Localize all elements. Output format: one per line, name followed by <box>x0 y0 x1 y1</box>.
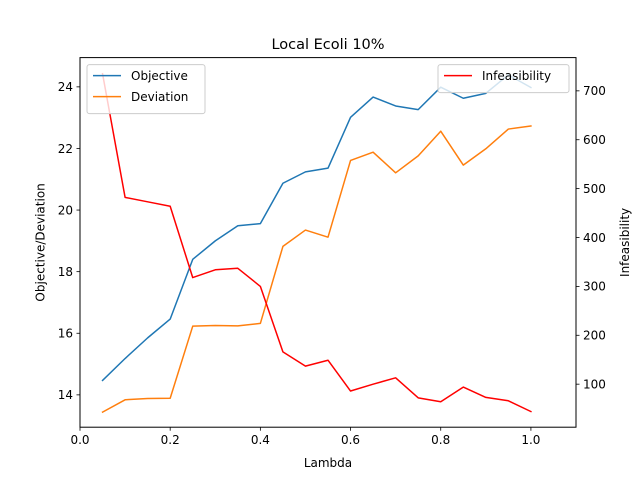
x-tick-label: 0.8 <box>431 433 450 447</box>
y-axis-left: 14 16 18 20 22 24 <box>58 80 80 402</box>
chart-title: Local Ecoli 10% <box>271 37 384 53</box>
y-axis-left-label: Objective/Deviation <box>34 183 48 301</box>
y-axis-right: 100 200 300 400 500 600 700 <box>576 84 606 391</box>
legend-left-box <box>86 64 206 115</box>
plot-frame <box>79 57 577 428</box>
series-line-infeasibility <box>101 72 532 413</box>
y-right-tick-label: 200 <box>583 329 606 343</box>
y-left-tick-label: 14 <box>58 388 73 402</box>
y-left-tick-label: 16 <box>58 327 73 341</box>
legend-label-deviation: Deviation <box>131 90 188 104</box>
series-layer <box>101 72 532 414</box>
series-line-deviation <box>101 125 532 414</box>
y-right-tick-label: 600 <box>583 133 606 147</box>
y-left-tick-label: 24 <box>58 80 73 94</box>
legend-left: Objective Deviation <box>86 64 206 115</box>
y-left-tick-label: 22 <box>58 142 73 156</box>
x-axis: 0.0 0.2 0.4 0.6 0.8 1.0 <box>70 427 540 447</box>
plot-area <box>79 57 577 428</box>
y-right-tick-label: 700 <box>583 84 606 98</box>
x-tick-label: 0.6 <box>341 433 360 447</box>
y-left-tick-label: 20 <box>58 203 73 217</box>
x-tick-label: 0.0 <box>70 433 89 447</box>
y-left-tick-label: 18 <box>58 265 73 279</box>
legend-right: Infeasibility <box>437 64 570 94</box>
x-tick-label: 0.4 <box>251 433 270 447</box>
x-axis-label: Lambda <box>304 456 352 470</box>
y-right-tick-label: 500 <box>583 182 606 196</box>
y-axis-right-label: Infeasibility <box>618 208 632 277</box>
x-tick-label: 0.2 <box>161 433 180 447</box>
legend-label-objective: Objective <box>131 69 188 83</box>
x-tick-label: 1.0 <box>521 433 540 447</box>
legend-right-box <box>437 64 570 94</box>
y-right-tick-label: 400 <box>583 231 606 245</box>
y-right-tick-label: 300 <box>583 280 606 294</box>
y-right-tick-label: 100 <box>583 377 606 391</box>
legend-label-infeasibility: Infeasibility <box>482 69 551 83</box>
series-line-objective <box>101 74 532 382</box>
